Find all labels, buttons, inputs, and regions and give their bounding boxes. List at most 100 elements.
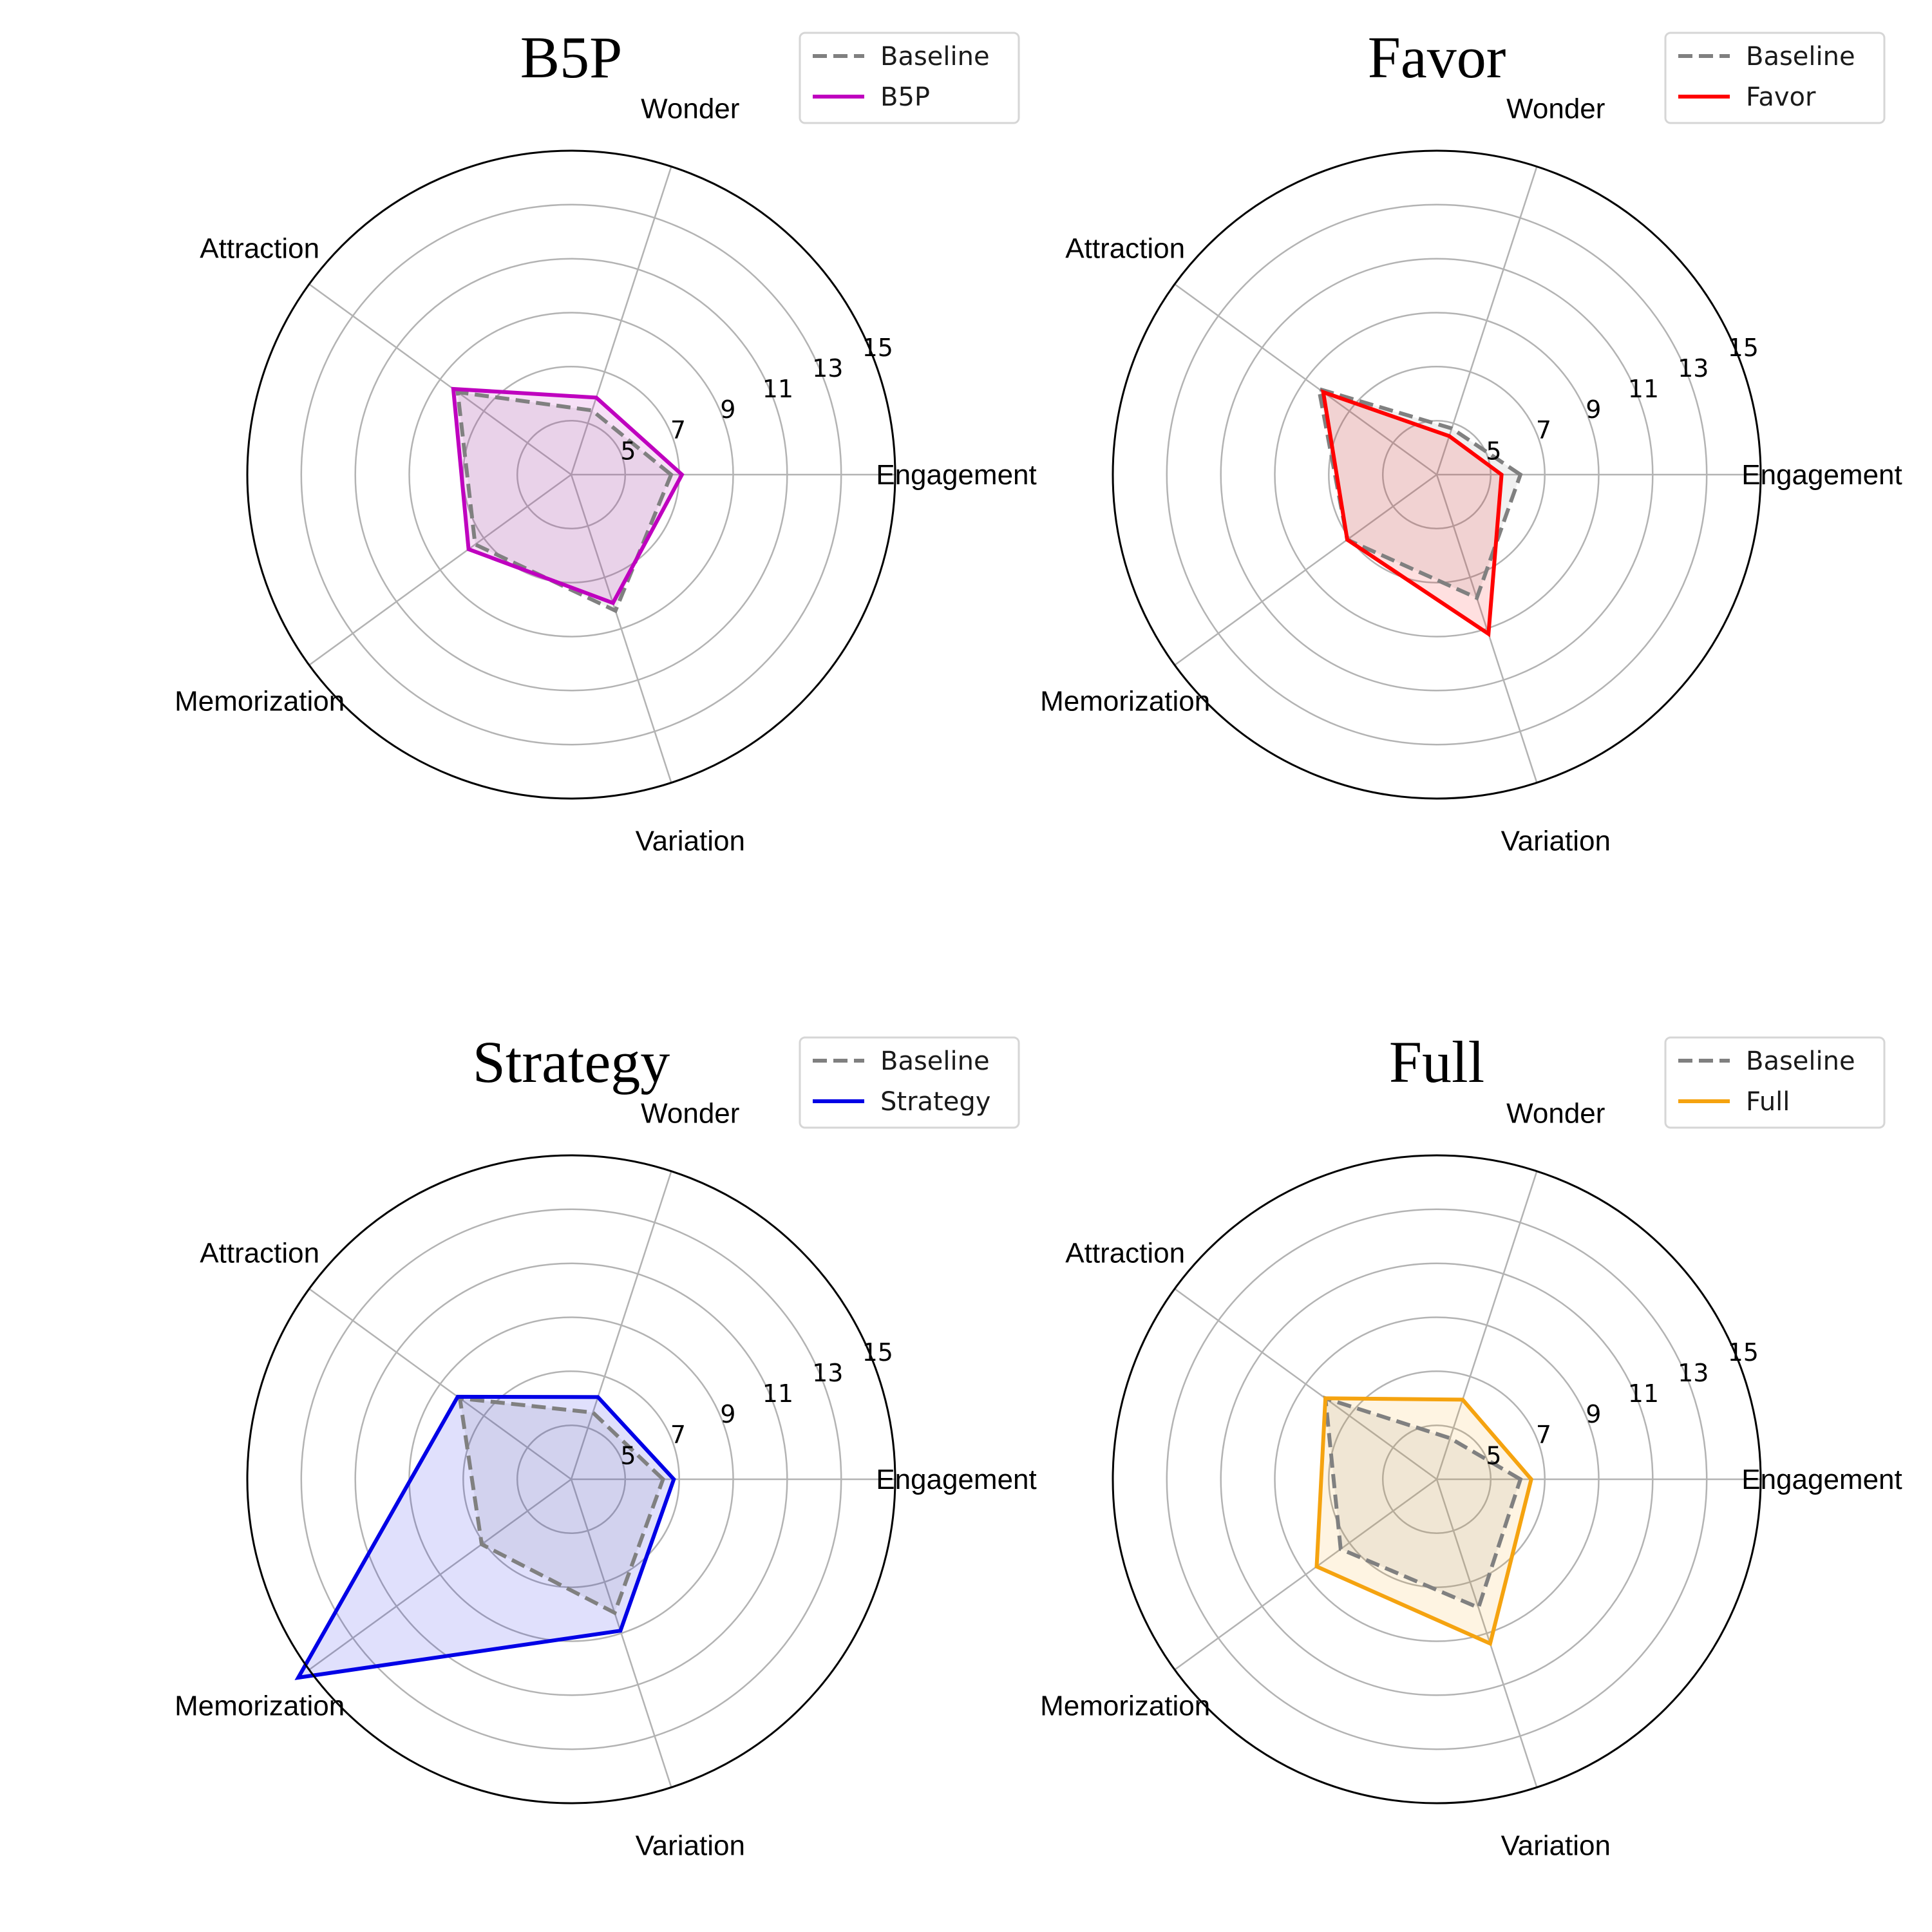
legend-label-full: Full xyxy=(1746,1087,1790,1117)
axis-label-wonder: Wonder xyxy=(641,93,739,124)
axis-label-engagement: Engagement xyxy=(1741,459,1902,491)
series-fill-baseline xyxy=(457,392,672,611)
spoke-variation xyxy=(1435,474,1538,783)
panel-title: Full xyxy=(1389,1029,1484,1095)
legend: Baseline Favor xyxy=(1664,32,1886,124)
spoke-memorization xyxy=(1174,473,1437,666)
legend-label-baseline: Baseline xyxy=(880,42,990,71)
radial-tick-11: 11 xyxy=(762,1379,793,1408)
axis-label-attraction: Attraction xyxy=(1065,1238,1185,1269)
axis-label-engagement: Engagement xyxy=(876,459,1037,491)
legend-label-baseline: Baseline xyxy=(1746,1046,1855,1076)
radial-tick-9: 9 xyxy=(720,1400,735,1428)
axis-label-wonder: Wonder xyxy=(1506,1097,1605,1129)
radial-tick-9: 9 xyxy=(720,395,735,424)
spoke-variation xyxy=(570,474,672,783)
legend-label-baseline: Baseline xyxy=(880,1046,990,1076)
legend-label-favor: Favor xyxy=(1746,82,1816,112)
spoke-memorization xyxy=(308,473,572,666)
radial-tick-13: 13 xyxy=(812,1359,843,1387)
series-fill-baseline xyxy=(460,1398,663,1613)
axis-label-memorization: Memorization xyxy=(1040,686,1210,717)
spoke-attraction xyxy=(308,283,572,476)
radial-tick-9: 9 xyxy=(1586,395,1601,424)
legend: Baseline B5P xyxy=(799,32,1020,124)
radial-tick-5: 5 xyxy=(620,437,636,465)
radar-panel-strategy: Strategy Engagement Wonder Attraction Memor… xyxy=(175,1029,1037,1862)
axis-label-attraction: Attraction xyxy=(200,1238,319,1269)
radial-tick-5: 5 xyxy=(620,1441,636,1470)
axis-label-memorization: Memorization xyxy=(175,686,345,717)
spoke-wonder xyxy=(570,166,672,475)
radial-tick-15: 15 xyxy=(862,334,893,362)
series-line-baseline xyxy=(455,390,674,614)
radial-tick-7: 7 xyxy=(1536,1421,1551,1449)
legend: Baseline Full xyxy=(1664,1036,1886,1129)
radial-tick-7: 7 xyxy=(1536,416,1551,444)
radial-tick-13: 13 xyxy=(1678,1359,1709,1387)
radial-tick-11: 11 xyxy=(1628,375,1659,403)
radial-tick-15: 15 xyxy=(862,1338,893,1367)
series-fill-strategy xyxy=(298,1396,674,1678)
series-fill-favor xyxy=(1323,392,1502,634)
spoke-variation xyxy=(570,1479,672,1788)
radial-tick-9: 9 xyxy=(1586,1400,1601,1428)
spoke-attraction xyxy=(1174,1288,1437,1481)
series-line-strategy xyxy=(294,1394,676,1680)
polar-frame xyxy=(1112,1154,1762,1804)
spoke-wonder xyxy=(570,1171,672,1480)
series-line-baseline xyxy=(1323,1396,1523,1611)
radial-tick-13: 13 xyxy=(812,354,843,383)
axis-label-variation: Variation xyxy=(1501,826,1611,857)
radial-tick-5: 5 xyxy=(1486,1441,1501,1470)
axis-label-engagement: Engagement xyxy=(876,1464,1037,1495)
radar-panel-full: Full Engagement Wonder Attraction Memorizat… xyxy=(1040,1029,1902,1862)
series-fill-baseline xyxy=(1325,1398,1520,1608)
panel-title: Strategy xyxy=(473,1029,670,1095)
radar-panel-b5p: B5P Engagement Wonder Attraction Memorizati… xyxy=(175,24,1037,857)
axis-label-attraction: Attraction xyxy=(200,233,319,265)
spoke-attraction xyxy=(1174,283,1437,476)
radial-tick-13: 13 xyxy=(1678,354,1709,383)
axis-label-wonder: Wonder xyxy=(1506,93,1605,124)
axis-label-variation: Variation xyxy=(636,826,745,857)
radial-tick-7: 7 xyxy=(670,1421,686,1449)
polar-frame xyxy=(1112,149,1762,800)
panel-title: B5P xyxy=(520,24,623,90)
axis-label-memorization: Memorization xyxy=(175,1690,345,1722)
panel-title: Favor xyxy=(1368,24,1506,90)
radial-tick-15: 15 xyxy=(1728,1338,1759,1367)
spoke-variation xyxy=(1435,1479,1538,1788)
radial-tick-5: 5 xyxy=(1486,437,1501,465)
series-fill-baseline xyxy=(1318,389,1520,598)
legend: Baseline Strategy xyxy=(799,1036,1020,1129)
radar-panel-favor: Favor Engagement Wonder Attraction Memoriza… xyxy=(1040,24,1902,857)
legend-label-baseline: Baseline xyxy=(1746,42,1855,71)
axis-label-variation: Variation xyxy=(1501,1830,1611,1862)
axis-label-variation: Variation xyxy=(636,1830,745,1862)
spoke-wonder xyxy=(1435,166,1538,475)
series-fill-full xyxy=(1316,1398,1531,1644)
axis-label-memorization: Memorization xyxy=(1040,1690,1210,1722)
series-line-b5p xyxy=(451,386,685,606)
spoke-memorization xyxy=(1174,1478,1437,1671)
polar-frame xyxy=(246,1154,896,1804)
series-line-full xyxy=(1314,1396,1533,1647)
legend-label-strategy: Strategy xyxy=(880,1087,990,1117)
series-fill-b5p xyxy=(453,389,682,603)
radial-tick-11: 11 xyxy=(1628,1379,1659,1408)
spoke-memorization xyxy=(308,1478,572,1671)
spoke-attraction xyxy=(308,1288,572,1481)
spoke-wonder xyxy=(1435,1171,1538,1480)
radial-tick-15: 15 xyxy=(1728,334,1759,362)
radial-tick-7: 7 xyxy=(670,416,686,444)
series-line-favor xyxy=(1320,389,1504,638)
radial-tick-11: 11 xyxy=(762,375,793,403)
axis-label-wonder: Wonder xyxy=(641,1097,739,1129)
axis-label-attraction: Attraction xyxy=(1065,233,1185,265)
legend-label-b5p: B5P xyxy=(880,82,930,112)
axis-label-engagement: Engagement xyxy=(1741,1464,1902,1495)
polar-frame xyxy=(246,149,896,800)
